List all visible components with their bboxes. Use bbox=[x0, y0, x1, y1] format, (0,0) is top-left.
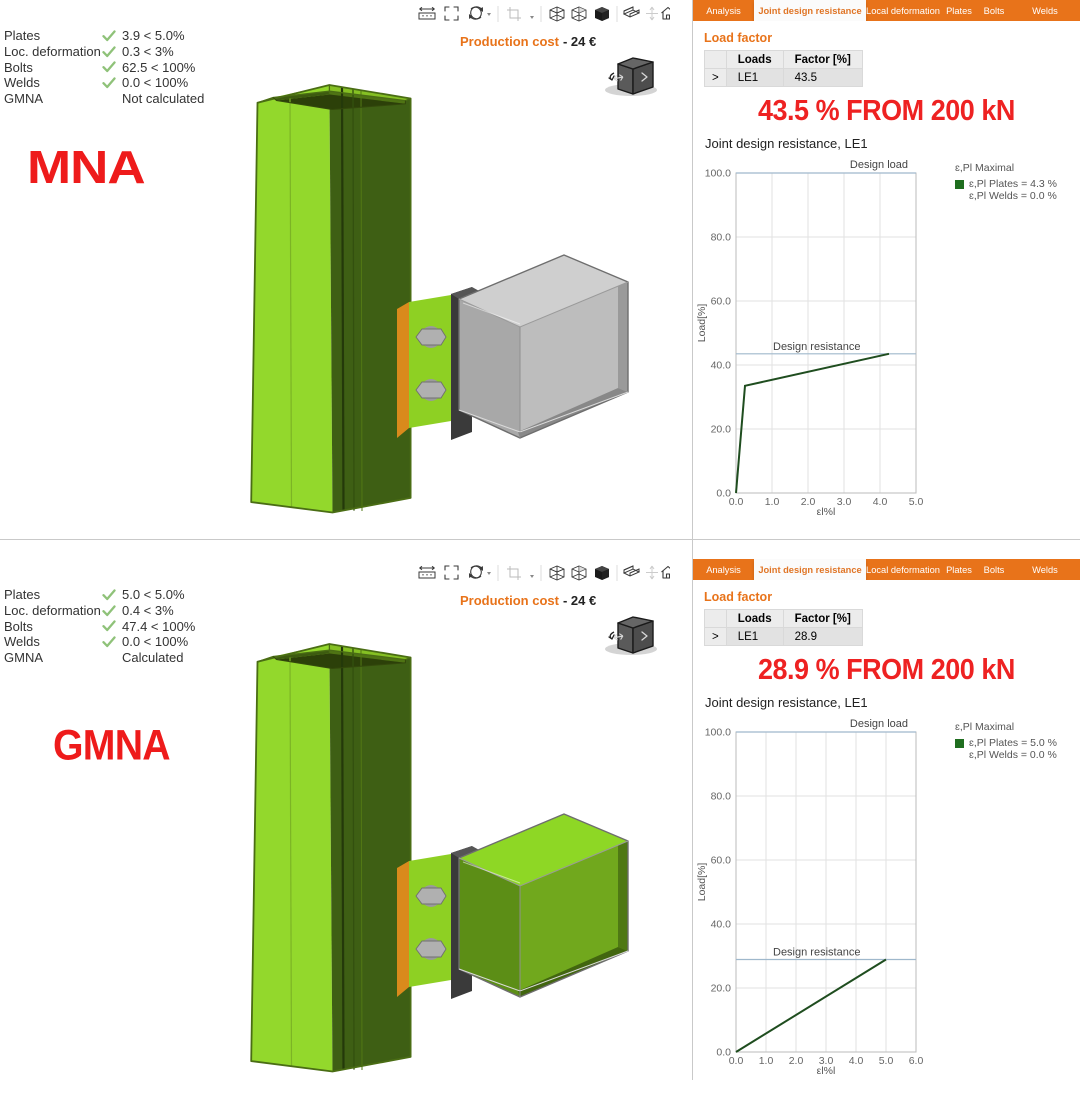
svg-text:1.0: 1.0 bbox=[759, 1055, 774, 1067]
svg-text:2.0: 2.0 bbox=[789, 1055, 804, 1067]
svg-text:40.0: 40.0 bbox=[711, 919, 732, 931]
svg-text:Design load: Design load bbox=[850, 159, 908, 171]
svg-text:Design resistance: Design resistance bbox=[773, 341, 860, 353]
svg-text:εl%l: εl%l bbox=[817, 1065, 836, 1077]
svg-text:6.0: 6.0 bbox=[909, 1055, 924, 1067]
svg-text:60.0: 60.0 bbox=[711, 296, 732, 308]
svg-text:4.0: 4.0 bbox=[849, 1055, 864, 1067]
svg-text:0.0: 0.0 bbox=[729, 496, 744, 508]
svg-text:Design load: Design load bbox=[850, 718, 908, 730]
svg-text:80.0: 80.0 bbox=[711, 791, 732, 803]
svg-text:2.0: 2.0 bbox=[801, 496, 816, 508]
svg-text:0.0: 0.0 bbox=[729, 1055, 744, 1067]
svg-text:4.0: 4.0 bbox=[873, 496, 888, 508]
svg-text:εl%l: εl%l bbox=[817, 506, 836, 518]
svg-text:80.0: 80.0 bbox=[711, 232, 732, 244]
svg-text:Load[%]: Load[%] bbox=[696, 304, 708, 343]
svg-text:Design resistance: Design resistance bbox=[773, 947, 860, 959]
svg-text:40.0: 40.0 bbox=[711, 360, 732, 372]
svg-text:20.0: 20.0 bbox=[711, 983, 732, 995]
svg-text:100.0: 100.0 bbox=[705, 727, 731, 739]
svg-text:3.0: 3.0 bbox=[837, 496, 852, 508]
svg-text:100.0: 100.0 bbox=[705, 168, 731, 180]
svg-text:Load[%]: Load[%] bbox=[696, 863, 708, 902]
svg-text:20.0: 20.0 bbox=[711, 424, 732, 436]
svg-text:5.0: 5.0 bbox=[879, 1055, 894, 1067]
svg-text:1.0: 1.0 bbox=[765, 496, 780, 508]
svg-text:5.0: 5.0 bbox=[909, 496, 924, 508]
svg-text:60.0: 60.0 bbox=[711, 855, 732, 867]
